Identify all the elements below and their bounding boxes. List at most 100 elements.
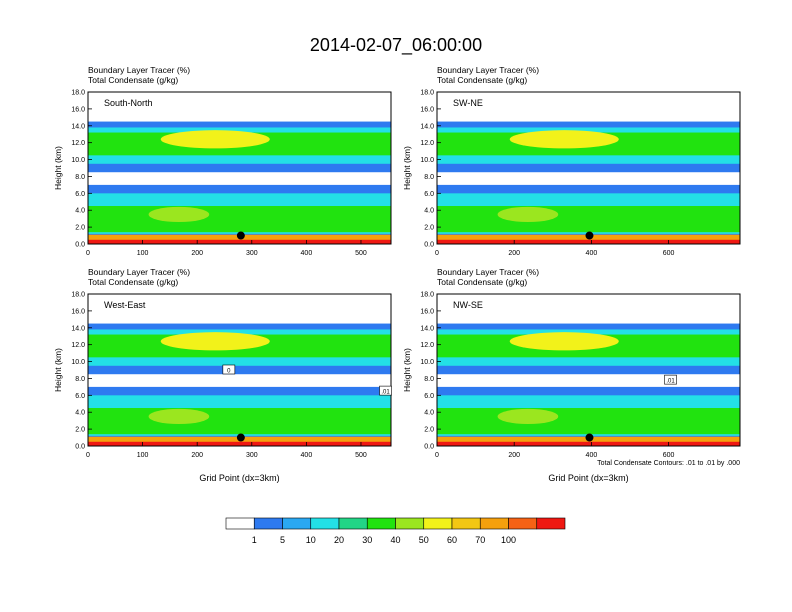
panel-field bbox=[88, 294, 391, 446]
lower-band-inner bbox=[88, 206, 391, 233]
y-tick-label: 2.0 bbox=[424, 427, 434, 434]
y-tick-label: 0.0 bbox=[424, 242, 434, 249]
y-tick-label: 14.0 bbox=[71, 123, 85, 130]
colorbar-swatch bbox=[423, 517, 453, 530]
contour-label-box bbox=[379, 385, 392, 396]
y-tick-label: 2.0 bbox=[75, 225, 85, 232]
y-tick-label: 18.0 bbox=[420, 292, 434, 299]
y-tick-label: 0.0 bbox=[75, 242, 85, 249]
panel-header-line: Total Condensate (g/kg) bbox=[88, 75, 178, 85]
panel-field bbox=[88, 92, 391, 244]
y-axis-label: Height (km) bbox=[53, 146, 63, 190]
colorbar-swatch bbox=[395, 517, 425, 530]
y-tick-label: 4.0 bbox=[75, 208, 85, 215]
core-high-values bbox=[509, 332, 619, 351]
colorbar-swatch bbox=[282, 517, 312, 530]
surface-layer bbox=[88, 436, 391, 446]
transect-label: SW-NE bbox=[453, 98, 483, 108]
transect-label: South-North bbox=[104, 98, 153, 108]
colorbar-swatch bbox=[225, 517, 255, 530]
y-tick-label: 10.0 bbox=[420, 359, 434, 366]
y-tick-label: 16.0 bbox=[420, 106, 434, 113]
core-low-values bbox=[148, 408, 210, 425]
colorbar-swatch bbox=[338, 517, 368, 530]
panel-header-line: Total Condensate (g/kg) bbox=[88, 277, 178, 287]
contour-label-box bbox=[664, 374, 677, 385]
panel-3: Boundary Layer Tracer (%)Total Condensat… bbox=[53, 267, 392, 483]
x-tick-label: 0 bbox=[86, 250, 90, 257]
colorbar: 1 5 10 20 30 40 50 60 70 100 bbox=[225, 517, 566, 545]
core-low-values bbox=[497, 206, 559, 223]
x-tick-label: 300 bbox=[246, 250, 258, 257]
x-tick-label: 0 bbox=[86, 452, 90, 459]
colorbar-swatch bbox=[310, 517, 340, 530]
panel-header-line: Total Condensate (g/kg) bbox=[437, 277, 527, 287]
y-tick-label: 18.0 bbox=[71, 292, 85, 299]
x-tick-label: 0 bbox=[435, 452, 439, 459]
x-tick-label: 200 bbox=[191, 250, 203, 257]
panel-header-line: Boundary Layer Tracer (%) bbox=[88, 65, 190, 75]
colorbar-swatch bbox=[536, 517, 566, 530]
panel-2: Boundary Layer Tracer (%)Total Condensat… bbox=[402, 65, 741, 257]
colorbar-swatch bbox=[479, 517, 509, 530]
x-tick-label: 500 bbox=[355, 250, 367, 257]
x-axis-label: Grid Point (dx=3km) bbox=[548, 473, 628, 483]
x-tick-label: 200 bbox=[508, 250, 520, 257]
contour-label-text: .01 bbox=[666, 379, 675, 385]
y-axis-label: Height (km) bbox=[53, 348, 63, 392]
y-tick-label: 6.0 bbox=[75, 191, 85, 198]
x-axis-label: Grid Point (dx=3km) bbox=[199, 473, 279, 483]
y-tick-label: 12.0 bbox=[71, 342, 85, 349]
x-tick-label: 100 bbox=[137, 250, 149, 257]
core-low-values bbox=[148, 206, 210, 223]
contour-note: Total Condensate Contours: .01 to .01 by… bbox=[597, 460, 740, 467]
colorbar-swatch bbox=[451, 517, 481, 530]
y-tick-label: 18.0 bbox=[71, 90, 85, 97]
colorbar-label: 40 bbox=[390, 535, 400, 545]
x-tick-label: 400 bbox=[586, 452, 598, 459]
x-tick-label: 200 bbox=[508, 452, 520, 459]
x-tick-label: 200 bbox=[191, 452, 203, 459]
y-tick-label: 14.0 bbox=[420, 123, 434, 130]
y-tick-label: 8.0 bbox=[75, 376, 85, 383]
x-tick-label: 600 bbox=[663, 250, 675, 257]
figure-title: 2014-02-07_06:00:00 bbox=[310, 35, 482, 56]
colorbar-label: 70 bbox=[475, 535, 485, 545]
core-low-values bbox=[497, 408, 559, 425]
colorbar-swatch bbox=[508, 517, 538, 530]
x-tick-label: 400 bbox=[301, 452, 313, 459]
surface-layer-core bbox=[88, 239, 391, 244]
x-tick-label: 100 bbox=[137, 452, 149, 459]
y-axis-label: Height (km) bbox=[402, 146, 412, 190]
colorbar-label: 5 bbox=[280, 535, 285, 545]
colorbar-label: 60 bbox=[447, 535, 457, 545]
y-tick-label: 6.0 bbox=[424, 191, 434, 198]
panel-frame bbox=[87, 91, 392, 245]
panel-4: Boundary Layer Tracer (%)Total Condensat… bbox=[402, 267, 741, 483]
y-tick-label: 14.0 bbox=[420, 325, 434, 332]
surface-layer-core bbox=[437, 441, 740, 446]
y-tick-label: 10.0 bbox=[420, 157, 434, 164]
panel-frame bbox=[436, 293, 741, 447]
lower-band-inner bbox=[437, 408, 740, 435]
y-tick-label: 2.0 bbox=[424, 225, 434, 232]
location-marker bbox=[236, 433, 245, 442]
location-marker bbox=[585, 231, 594, 240]
y-tick-label: 8.0 bbox=[424, 376, 434, 383]
location-marker bbox=[236, 231, 245, 240]
colorbar-label: 30 bbox=[362, 535, 372, 545]
transect-label: NW-SE bbox=[453, 300, 483, 310]
x-tick-label: 300 bbox=[246, 452, 258, 459]
y-tick-label: 12.0 bbox=[420, 140, 434, 147]
surface-layer-core bbox=[437, 239, 740, 244]
colorbar-label: 50 bbox=[419, 535, 429, 545]
contour-label-text: .01 bbox=[381, 390, 390, 396]
panel-header-line: Total Condensate (g/kg) bbox=[437, 75, 527, 85]
x-tick-label: 0 bbox=[435, 250, 439, 257]
lower-band-inner bbox=[437, 206, 740, 233]
y-tick-label: 10.0 bbox=[71, 157, 85, 164]
y-tick-label: 0.0 bbox=[424, 444, 434, 451]
y-tick-label: 6.0 bbox=[424, 393, 434, 400]
y-tick-label: 12.0 bbox=[420, 342, 434, 349]
